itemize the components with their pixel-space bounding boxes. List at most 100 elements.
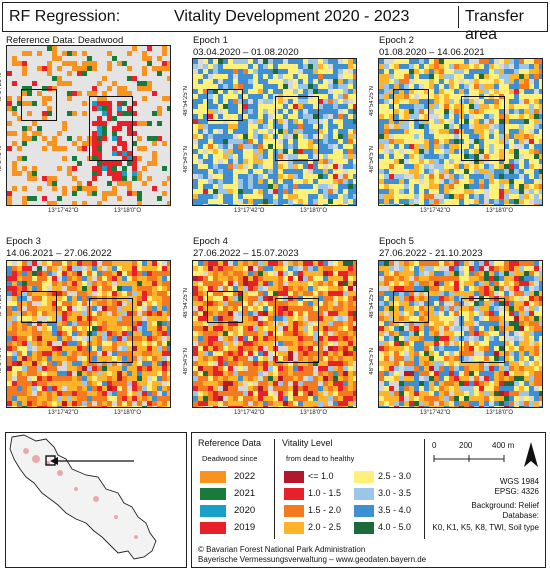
panel-title-5: Epoch 5 — [379, 236, 414, 247]
latitude-label-2: 48°54'5"N — [369, 146, 375, 173]
crs-line-2: EPSG: 4326 — [494, 487, 539, 496]
deadwood-since-label: Deadwood since — [202, 454, 258, 463]
longitude-label-2: 13°18'0"O — [300, 208, 328, 214]
title-bar: RF Regression: Vitality Development 2020… — [2, 2, 548, 43]
vitality-swatch-2 — [284, 505, 304, 517]
reference-legend-title: Reference Data — [198, 438, 262, 448]
panel-title-2: Epoch 2 — [379, 35, 414, 46]
latitude-label-1: 48°54'25"N — [0, 288, 3, 319]
longitude-label-1: 13°17'42"O — [234, 410, 265, 416]
map-panel-1 — [192, 58, 357, 206]
title-divider — [458, 6, 459, 28]
credit-line-1: © Bavarian Forest National Park Administ… — [198, 545, 366, 554]
latitude-label-2: 48°54'5"N — [183, 146, 189, 173]
reference-label-2019: 2019 — [234, 522, 256, 533]
panel-dates-1: 03.04.2020 – 01.08.2020 — [193, 47, 299, 58]
latitude-label-2: 48°54'5"N — [0, 348, 3, 375]
panel-dates-2: 01.08.2020 – 14.06.2021 — [379, 47, 485, 58]
panel-dates-4: 27.06.2022 – 15.07.2023 — [193, 248, 299, 259]
subarea-box-1 — [21, 291, 57, 323]
vitality-swatch-4 — [354, 471, 374, 483]
panel-dates-3: 14.06.2021 – 27.06.2022 — [6, 248, 112, 259]
reference-swatch-2021 — [200, 488, 226, 500]
subarea-box-1 — [207, 89, 243, 121]
background-note: Background: Relief — [471, 501, 539, 510]
subarea-box-1 — [393, 291, 429, 323]
vitality-label-7: 4.0 - 5.0 — [378, 522, 412, 532]
longitude-label-1: 13°17'42"O — [48, 208, 79, 214]
overview-map — [5, 432, 187, 568]
crs-line-1: WGS 1984 — [499, 477, 539, 486]
panel-title-0: Reference Data: Deadwood — [6, 35, 124, 46]
map-raster-0 — [7, 46, 170, 205]
latitude-label-1: 48°54'25"N — [0, 73, 3, 104]
vitality-swatch-1 — [284, 488, 304, 500]
vitality-label-1: 1.0 - 1.5 — [308, 488, 342, 498]
database-label: Database: — [502, 511, 539, 520]
longitude-label-1: 13°17'42"O — [234, 208, 265, 214]
vitality-label-4: 2.5 - 3.0 — [378, 471, 412, 481]
panel-title-1: Epoch 1 — [193, 35, 228, 46]
legend-panel: Reference Data Deadwood since 2022 2021 20… — [191, 432, 546, 568]
map-title: Vitality Development 2020 - 2023 — [174, 8, 410, 25]
legend-divider-1 — [274, 439, 275, 539]
vitality-label-5: 3.0 - 3.5 — [378, 488, 412, 498]
panel-dates-5: 27.06.2022 - 21.10.2023 — [379, 248, 483, 259]
longitude-label-1: 13°17'42"O — [48, 410, 79, 416]
subarea-box-1 — [393, 89, 429, 121]
vitality-swatch-3 — [284, 522, 304, 534]
subarea-box-1 — [207, 291, 243, 323]
north-arrow-icon — [524, 442, 538, 467]
scale-tick-0: 0 — [432, 441, 437, 450]
subarea-box-2 — [275, 298, 319, 363]
longitude-label-2: 13°18'0"O — [300, 410, 328, 416]
longitude-label-1: 13°17'42"O — [420, 208, 451, 214]
area-title: Transfer area — [465, 8, 524, 43]
national-park-outline — [9, 434, 157, 560]
vitality-label-3: 2.0 - 2.5 — [308, 522, 342, 532]
map-raster-5 — [379, 261, 542, 407]
scale-tick-400: 400 m — [492, 441, 515, 450]
scale-tick-200: 200 — [459, 441, 473, 450]
reference-label-2022: 2022 — [234, 471, 256, 482]
longitude-label-2: 13°18'0"O — [114, 410, 142, 416]
map-panel-5 — [378, 260, 543, 408]
database-list: K0, K1, K5, K8, TWI, Soil type — [432, 523, 539, 532]
credit-line-2: Bayerische Vermessungsverwaltung – www.g… — [198, 555, 427, 564]
vitality-legend-subtitle: from dead to healthy — [286, 454, 355, 463]
latitude-label-1: 48°54'25"N — [183, 288, 189, 319]
subarea-box-1 — [21, 89, 57, 121]
vitality-swatch-5 — [354, 488, 374, 500]
latitude-label-2: 48°54'5"N — [369, 348, 375, 375]
subarea-box-2 — [89, 298, 133, 363]
subarea-box-2 — [89, 96, 133, 161]
subarea-box-2 — [461, 298, 505, 363]
latitude-label-1: 48°54'25"N — [369, 288, 375, 319]
latitude-label-2: 48°54'5"N — [0, 146, 3, 173]
reference-label-2021: 2021 — [234, 488, 256, 499]
reference-swatch-2020 — [200, 505, 226, 517]
vitality-label-0: <= 1.0 — [308, 471, 334, 481]
legend-divider-2 — [424, 439, 425, 539]
reference-swatch-2022 — [200, 471, 226, 483]
subarea-box-2 — [275, 96, 319, 161]
reference-swatch-2019 — [200, 522, 226, 534]
map-raster-3 — [7, 261, 170, 407]
longitude-label-2: 13°18'0"O — [486, 410, 514, 416]
longitude-label-2: 13°18'0"O — [114, 208, 142, 214]
map-panel-4 — [192, 260, 357, 408]
vitality-swatch-0 — [284, 471, 304, 483]
subarea-box-2 — [461, 96, 505, 161]
map-raster-1 — [193, 59, 356, 205]
vitality-swatch-6 — [354, 505, 374, 517]
map-panel-3 — [6, 260, 171, 408]
panel-title-4: Epoch 4 — [193, 236, 228, 247]
panel-title-3: Epoch 3 — [6, 236, 41, 247]
map-panel-0 — [6, 45, 171, 206]
longitude-label-2: 13°18'0"O — [486, 208, 514, 214]
vitality-label-2: 1.5 - 2.0 — [308, 505, 342, 515]
vitality-swatch-7 — [354, 522, 374, 534]
scale-bar-graphic — [433, 455, 505, 462]
latitude-label-1: 48°54'25"N — [369, 86, 375, 117]
overview-deadwood — [23, 448, 138, 539]
